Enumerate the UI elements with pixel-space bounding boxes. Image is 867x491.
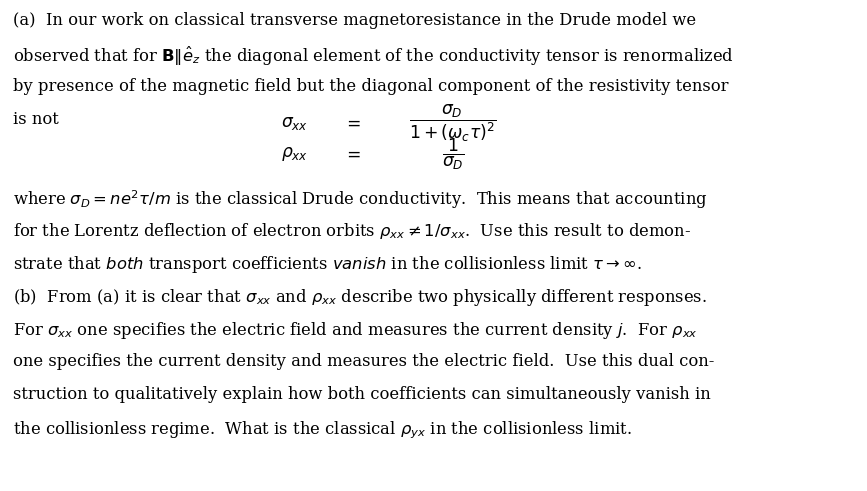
Text: observed that for $\mathbf{B}\|\hat{e}_z$ the diagonal element of the conductivi: observed that for $\mathbf{B}\|\hat{e}_z…: [12, 45, 733, 68]
Text: by presence of the magnetic field but the diagonal component of the resistivity : by presence of the magnetic field but th…: [12, 78, 728, 95]
Text: $\rho_{xx}$: $\rho_{xx}$: [281, 145, 308, 164]
Text: (a)  In our work on classical transverse magnetoresistance in the Drude model we: (a) In our work on classical transverse …: [12, 12, 695, 29]
Text: $=$: $=$: [343, 115, 362, 132]
Text: $=$: $=$: [343, 146, 362, 163]
Text: is not: is not: [12, 111, 58, 128]
Text: strate that $\mathit{both}$ transport coefficients $\mathit{vanish}$ in the coll: strate that $\mathit{both}$ transport co…: [12, 254, 642, 275]
Text: one specifies the current density and measures the electric field.  Use this dua: one specifies the current density and me…: [12, 353, 714, 370]
Text: where $\sigma_D = ne^2\tau/m$ is the classical Drude conductivity.  This means t: where $\sigma_D = ne^2\tau/m$ is the cla…: [12, 188, 707, 211]
Text: $\dfrac{1}{\sigma_D}$: $\dfrac{1}{\sigma_D}$: [441, 137, 464, 172]
Text: the collisionless regime.  What is the classical $\rho_{yx}$ in the collisionles: the collisionless regime. What is the cl…: [12, 419, 631, 440]
Text: $\dfrac{\sigma_D}{1 + (\omega_c\tau)^2}$: $\dfrac{\sigma_D}{1 + (\omega_c\tau)^2}$: [409, 103, 497, 144]
Text: struction to qualitatively explain how both coefficients can simultaneously vani: struction to qualitatively explain how b…: [12, 386, 710, 403]
Text: (b)  From (a) it is clear that $\sigma_{xx}$ and $\rho_{xx}$ describe two physic: (b) From (a) it is clear that $\sigma_{x…: [12, 287, 707, 308]
Text: for the Lorentz deflection of electron orbits $\rho_{xx} \neq 1/\sigma_{xx}$.  U: for the Lorentz deflection of electron o…: [12, 221, 691, 241]
Text: For $\sigma_{xx}$ one specifies the electric field and measures the current dens: For $\sigma_{xx}$ one specifies the elec…: [12, 320, 697, 341]
Text: $\sigma_{xx}$: $\sigma_{xx}$: [281, 115, 308, 132]
